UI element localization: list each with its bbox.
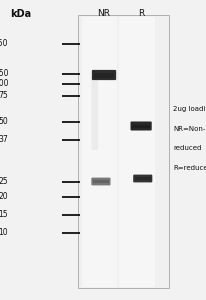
Text: 15: 15	[0, 210, 8, 219]
FancyBboxPatch shape	[91, 178, 110, 185]
Text: reduced: reduced	[173, 146, 201, 152]
Text: kDa: kDa	[10, 9, 31, 19]
FancyBboxPatch shape	[92, 70, 116, 80]
Bar	[78, 15, 169, 288]
Text: 50: 50	[0, 117, 8, 126]
Bar	[93, 180, 109, 183]
Text: 250: 250	[0, 39, 8, 48]
Text: 2ug loading: 2ug loading	[173, 106, 206, 112]
Bar	[119, 16, 154, 286]
Bar	[135, 177, 151, 180]
Text: NR: NR	[97, 9, 111, 18]
Text: 10: 10	[0, 228, 8, 237]
Text: R: R	[138, 9, 144, 18]
Text: 25: 25	[0, 177, 8, 186]
Bar	[82, 16, 117, 286]
Text: NR=Non-: NR=Non-	[173, 126, 205, 132]
FancyBboxPatch shape	[91, 75, 98, 150]
Text: 100: 100	[0, 80, 8, 88]
Text: 37: 37	[0, 135, 8, 144]
FancyBboxPatch shape	[133, 175, 152, 182]
Text: 20: 20	[0, 192, 8, 201]
Text: 150: 150	[0, 69, 8, 78]
Text: R=reduced: R=reduced	[173, 165, 206, 171]
Text: 75: 75	[0, 92, 8, 100]
FancyBboxPatch shape	[131, 122, 152, 130]
Bar	[94, 74, 114, 78]
Bar	[132, 125, 150, 128]
